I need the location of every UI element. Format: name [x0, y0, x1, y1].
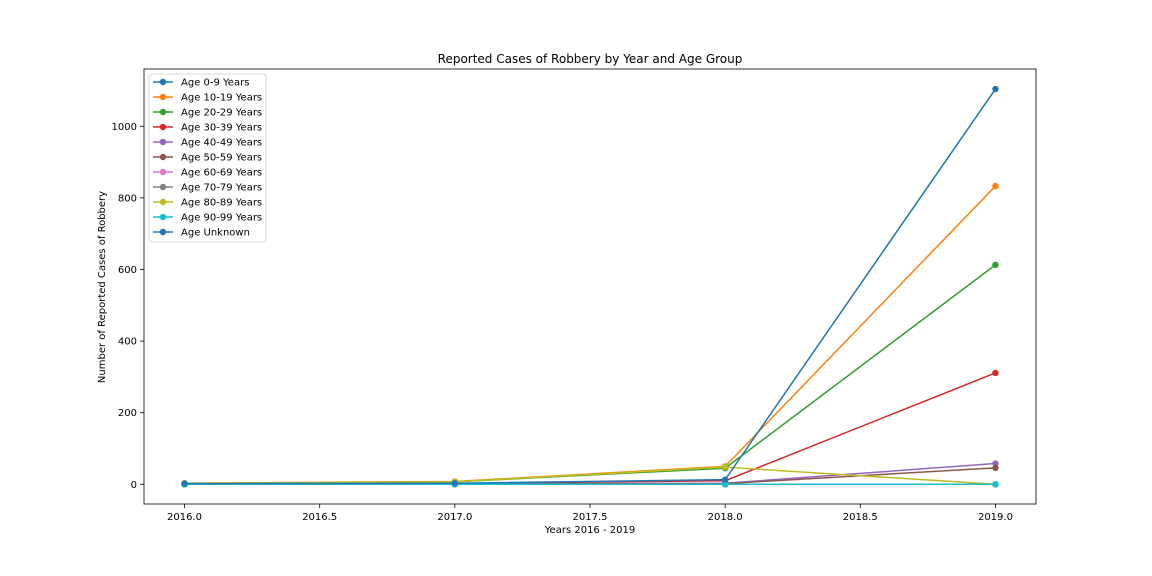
legend-marker: [159, 213, 167, 221]
x-axis-label: Years 2016 - 2019: [544, 525, 635, 536]
legend-entry: Age Unknown: [153, 228, 250, 239]
y-tick-label: 0: [131, 480, 137, 491]
legend-label: Age 10-19 Years: [181, 93, 262, 104]
legend: Age 0-9 Years Age 10-19 Years Age 20-29 Ye…: [148, 73, 267, 243]
legend-marker: [159, 123, 167, 131]
legend-label: Age 80-89 Years: [181, 198, 262, 209]
data-point: [721, 481, 729, 488]
legend-label: Age Unknown: [181, 228, 250, 239]
legend-entry: Age 40-49 Years: [153, 138, 262, 149]
data-point: [992, 369, 999, 377]
data-point: [992, 481, 999, 488]
x-tick-label: 2019.0: [978, 512, 1013, 523]
legend-marker: [159, 78, 167, 86]
data-point: [992, 261, 999, 269]
x-tick-label: 2018.5: [843, 512, 878, 523]
legend-marker: [159, 228, 167, 236]
data-point: [181, 480, 188, 487]
chart-title: Reported Cases of Robbery by Year and Ag…: [438, 52, 743, 66]
legend-entry: Age 80-89 Years: [153, 198, 262, 209]
x-tick-label: 2016.5: [302, 512, 337, 523]
legend-entry: Age 50-59 Years: [153, 153, 262, 164]
legend-marker: [159, 168, 167, 176]
series-10: [181, 85, 999, 487]
x-tick-label: 2018.0: [708, 512, 743, 523]
plot-area: [181, 85, 999, 488]
series-line: [184, 466, 996, 486]
legend-label: Age 60-69 Years: [181, 168, 262, 179]
data-point: [992, 464, 999, 472]
legend-marker: [159, 108, 167, 116]
y-tick-label: 1000: [112, 122, 137, 133]
legend-marker: [159, 198, 167, 206]
y-tick-label: 400: [118, 337, 137, 348]
y-tick-label: 200: [118, 408, 137, 419]
y-tick-label: 600: [118, 265, 137, 276]
legend-label: Age 0-9 Years: [181, 78, 249, 89]
data-point: [992, 182, 999, 190]
x-tick-label: 2016.0: [167, 512, 202, 523]
legend-entry: Age 10-19 Years: [153, 93, 262, 104]
legend-entry: Age 20-29 Years: [153, 108, 262, 119]
legend-label: Age 90-99 Years: [181, 213, 262, 224]
data-point: [721, 476, 729, 483]
legend-marker: [159, 138, 167, 146]
x-axis: 2016.0 2016.5 2017.0 2017.5 2018.0 2018.5 2019…: [167, 504, 1013, 523]
legend-entry: Age 30-39 Years: [153, 123, 262, 134]
legend-label: Age 70-79 Years: [181, 183, 262, 194]
data-point: [721, 463, 729, 471]
legend-entry: Age 0-9 Years: [153, 78, 249, 89]
data-point: [451, 480, 459, 487]
legend-label: Age 20-29 Years: [181, 108, 262, 119]
x-tick-label: 2017.5: [573, 512, 608, 523]
y-tick-label: 800: [118, 193, 137, 204]
x-tick-label: 2017.0: [437, 512, 472, 523]
legend-entry: Age 70-79 Years: [153, 183, 262, 194]
data-point: [992, 85, 999, 93]
legend-label: Age 30-39 Years: [181, 123, 262, 134]
legend-label: Age 40-49 Years: [181, 138, 262, 149]
legend-marker: [159, 183, 167, 191]
series-line: [184, 88, 997, 485]
y-axis: 0 200 400 600 800 1000: [112, 122, 144, 491]
legend-label: Age 50-59 Years: [181, 153, 262, 164]
y-axis-label: Number of Reported Cases of Robbery: [97, 191, 108, 383]
legend-marker: [159, 93, 167, 101]
legend-box: [148, 73, 267, 243]
legend-entry: Age 90-99 Years: [153, 213, 262, 224]
legend-marker: [159, 153, 167, 161]
legend-entry: Age 60-69 Years: [153, 168, 262, 179]
